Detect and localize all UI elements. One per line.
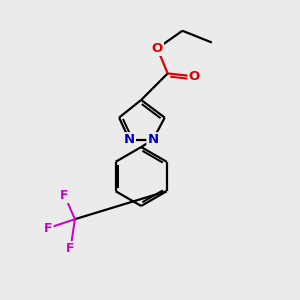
Text: F: F (66, 242, 75, 255)
Text: F: F (44, 221, 53, 235)
Text: F: F (60, 189, 69, 202)
Text: O: O (188, 70, 200, 83)
Text: O: O (152, 42, 163, 55)
Text: N: N (124, 133, 135, 146)
Text: N: N (147, 133, 158, 146)
